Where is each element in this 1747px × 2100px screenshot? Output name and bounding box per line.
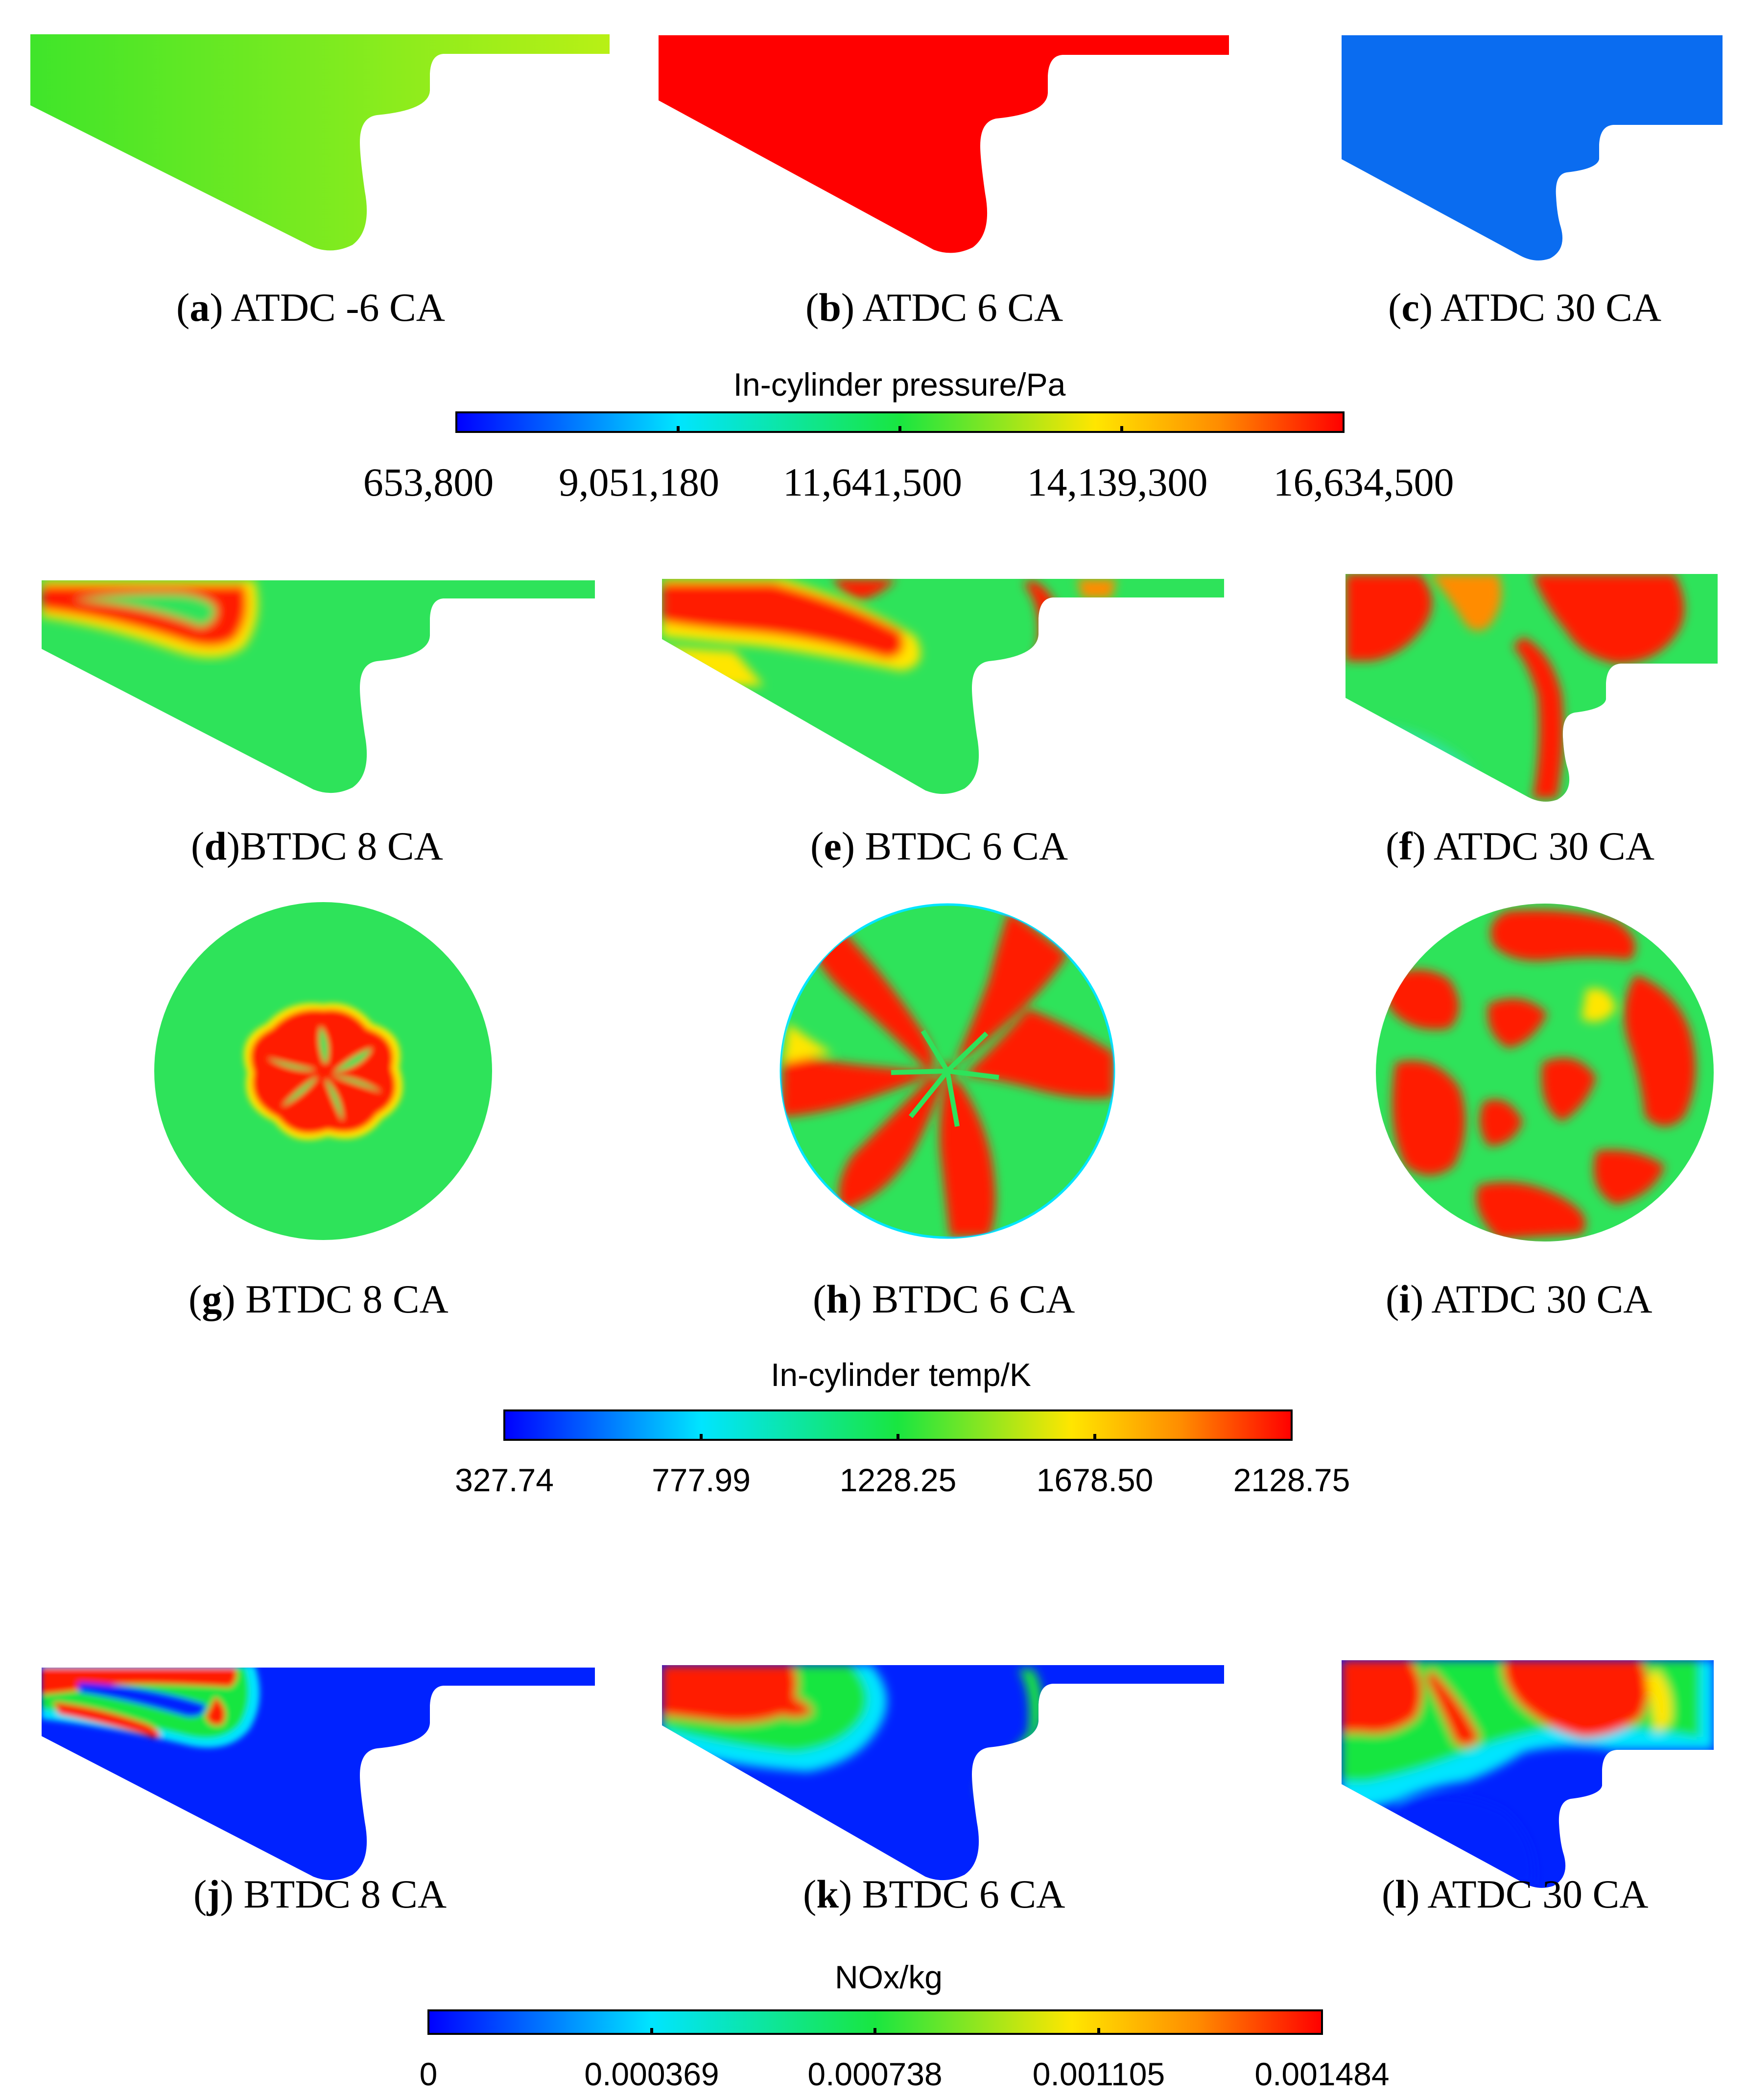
temperature-tick-0: 327.74 bbox=[455, 1462, 554, 1498]
colorbar-nox-title: NOx/kg bbox=[835, 1959, 943, 1995]
caption-d: (d)BTDC 8 CA bbox=[191, 824, 443, 868]
temperature-tick-4: 2128.75 bbox=[1233, 1462, 1350, 1498]
caption-h: (h) BTDC 6 CA bbox=[813, 1277, 1075, 1321]
panel-j-nox-contour bbox=[42, 1668, 595, 1881]
colorbar-nox: NOx/kg 0 0.000369 0.000738 0.001105 0.00… bbox=[420, 1959, 1390, 2092]
nox-tick-0: 0 bbox=[420, 2056, 438, 2092]
panel-i-temperature-top-view bbox=[1376, 904, 1714, 1241]
caption-a: (a) ATDC -6 CA bbox=[176, 285, 445, 330]
nox-tick-3: 0.001105 bbox=[1033, 2056, 1165, 2092]
nox-tick-1: 0.000369 bbox=[584, 2056, 719, 2092]
pressure-tick-0: 653,800 bbox=[363, 460, 494, 504]
caption-f: (f) ATDC 30 CA bbox=[1386, 824, 1654, 868]
caption-e: (e) BTDC 6 CA bbox=[810, 824, 1068, 868]
caption-k: (k) BTDC 6 CA bbox=[803, 1872, 1065, 1916]
caption-g: (g) BTDC 8 CA bbox=[189, 1277, 449, 1321]
caption-c: (c) ATDC 30 CA bbox=[1388, 285, 1661, 330]
pressure-tick-2: 11,641,500 bbox=[783, 460, 962, 504]
caption-j: (j) BTDC 8 CA bbox=[193, 1872, 447, 1916]
panel-f-temperature-contour bbox=[1346, 574, 1718, 802]
colorbar-pressure: In-cylinder pressure/Pa 653,800 9,051,18… bbox=[363, 366, 1454, 504]
pressure-tick-3: 14,139,300 bbox=[1027, 460, 1208, 504]
panel-b-pressure-contour bbox=[659, 35, 1229, 253]
panel-c-pressure-contour bbox=[1342, 35, 1723, 261]
nox-tick-2: 0.000738 bbox=[807, 2056, 942, 2092]
panel-d-temperature-contour bbox=[42, 580, 595, 793]
caption-b: (b) ATDC 6 CA bbox=[805, 285, 1063, 330]
panel-e-temperature-contour bbox=[662, 579, 1224, 794]
colorbar-temperature-title: In-cylinder temp/K bbox=[771, 1357, 1031, 1393]
panel-k-nox-contour bbox=[662, 1665, 1224, 1881]
caption-i: (i) ATDC 30 CA bbox=[1386, 1277, 1652, 1321]
pressure-tick-4: 16,634,500 bbox=[1274, 460, 1454, 504]
colorbar-temperature: In-cylinder temp/K 327.74 777.99 1228.25… bbox=[455, 1357, 1350, 1498]
temperature-tick-3: 1678.50 bbox=[1037, 1462, 1154, 1498]
temperature-tick-1: 777.99 bbox=[652, 1462, 751, 1498]
caption-l: (l) ATDC 30 CA bbox=[1382, 1872, 1648, 1916]
nox-tick-4: 0.001484 bbox=[1254, 2056, 1389, 2092]
temperature-tick-2: 1228.25 bbox=[840, 1462, 957, 1498]
pressure-tick-1: 9,051,180 bbox=[559, 460, 719, 504]
panel-a-pressure-contour bbox=[30, 34, 610, 251]
panel-l-nox-contour bbox=[1342, 1660, 1714, 1888]
panel-g-temperature-top-view bbox=[154, 902, 492, 1240]
colorbar-pressure-title: In-cylinder pressure/Pa bbox=[733, 366, 1066, 403]
panel-h-temperature-top-view bbox=[779, 903, 1115, 1239]
